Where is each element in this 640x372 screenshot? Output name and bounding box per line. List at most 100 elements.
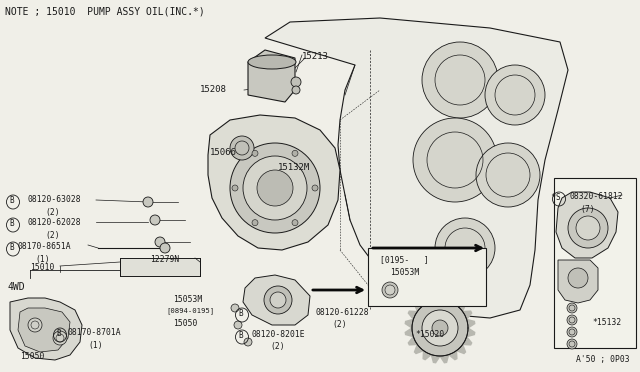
Text: S: S [555, 193, 559, 202]
Polygon shape [408, 337, 417, 345]
Circle shape [28, 318, 42, 332]
Text: 15066: 15066 [210, 148, 237, 157]
Text: 08120-8201E: 08120-8201E [252, 330, 306, 339]
Text: *: * [550, 193, 556, 202]
Circle shape [252, 150, 258, 156]
Circle shape [270, 292, 286, 308]
Text: (1): (1) [35, 255, 50, 264]
Bar [554, 178, 636, 348]
Circle shape [567, 303, 577, 313]
Polygon shape [415, 344, 424, 353]
Polygon shape [431, 355, 440, 363]
Circle shape [576, 216, 600, 240]
Text: 08170-8651A: 08170-8651A [18, 242, 72, 251]
Circle shape [567, 339, 577, 349]
Text: 4WD: 4WD [8, 282, 26, 292]
Polygon shape [10, 298, 82, 360]
Text: B: B [9, 243, 13, 252]
Polygon shape [467, 319, 475, 328]
Circle shape [155, 237, 165, 247]
Polygon shape [440, 355, 449, 363]
Text: *15132: *15132 [592, 318, 621, 327]
Text: (2): (2) [45, 231, 60, 240]
Circle shape [568, 268, 588, 288]
Text: 15053M: 15053M [390, 268, 419, 277]
Text: (2): (2) [332, 320, 347, 329]
Polygon shape [208, 115, 340, 250]
Circle shape [291, 77, 301, 87]
Polygon shape [463, 311, 472, 319]
Polygon shape [265, 18, 568, 318]
Polygon shape [248, 50, 295, 102]
Circle shape [230, 143, 320, 233]
Circle shape [257, 170, 293, 206]
Circle shape [432, 320, 448, 336]
Text: B: B [56, 329, 61, 338]
Polygon shape [440, 293, 449, 301]
Polygon shape [456, 302, 465, 311]
Circle shape [292, 150, 298, 156]
Circle shape [53, 331, 67, 345]
Circle shape [252, 219, 258, 226]
Polygon shape [449, 351, 457, 360]
Text: 15010: 15010 [30, 263, 54, 272]
Circle shape [476, 143, 540, 207]
Text: 08120-61228: 08120-61228 [315, 308, 369, 317]
Circle shape [150, 215, 160, 225]
Bar [120, 258, 200, 276]
Circle shape [292, 86, 300, 94]
Text: 15050: 15050 [173, 319, 197, 328]
Circle shape [160, 243, 170, 253]
Circle shape [234, 321, 242, 329]
Text: NOTE ; 15010  PUMP ASSY OIL(INC.*): NOTE ; 15010 PUMP ASSY OIL(INC.*) [5, 6, 205, 16]
Text: [0195-   ]: [0195- ] [380, 255, 429, 264]
Circle shape [567, 315, 577, 325]
Text: A'50 ; 0P03: A'50 ; 0P03 [576, 355, 630, 364]
Polygon shape [431, 293, 440, 301]
Circle shape [312, 185, 318, 191]
Text: 08170-8701A: 08170-8701A [68, 328, 122, 337]
Text: (1): (1) [88, 341, 102, 350]
Polygon shape [456, 344, 465, 353]
Text: 15213: 15213 [302, 52, 329, 61]
Polygon shape [423, 351, 431, 360]
Circle shape [567, 327, 577, 337]
Polygon shape [243, 275, 310, 325]
Text: B: B [9, 196, 13, 205]
Text: 15132M: 15132M [278, 163, 310, 172]
Circle shape [382, 282, 398, 298]
Polygon shape [463, 337, 472, 345]
Polygon shape [423, 296, 431, 305]
Text: 15208: 15208 [200, 85, 227, 94]
Text: 08120-62028: 08120-62028 [28, 218, 82, 227]
Polygon shape [556, 192, 618, 258]
Text: 08320-61812: 08320-61812 [570, 192, 623, 201]
Circle shape [264, 286, 292, 314]
Circle shape [413, 118, 497, 202]
Circle shape [143, 197, 153, 207]
Bar [368, 248, 486, 306]
Polygon shape [18, 308, 70, 352]
Circle shape [422, 310, 458, 346]
Polygon shape [405, 319, 413, 328]
Text: B: B [238, 331, 243, 340]
Circle shape [232, 185, 238, 191]
Circle shape [230, 136, 254, 160]
Circle shape [244, 338, 252, 346]
Circle shape [422, 42, 498, 118]
Circle shape [231, 304, 239, 312]
Circle shape [568, 208, 608, 248]
Circle shape [385, 285, 395, 295]
Text: B: B [238, 309, 243, 318]
Circle shape [435, 218, 495, 278]
Text: 12279N: 12279N [150, 255, 179, 264]
Circle shape [243, 156, 307, 220]
Polygon shape [558, 260, 598, 303]
Text: [0894-0195]: [0894-0195] [166, 307, 214, 314]
Text: *15020: *15020 [415, 330, 444, 339]
Text: (2): (2) [270, 342, 285, 351]
Circle shape [292, 219, 298, 226]
Text: 15053M: 15053M [173, 295, 202, 304]
Text: (7): (7) [580, 205, 595, 214]
Polygon shape [405, 328, 413, 337]
